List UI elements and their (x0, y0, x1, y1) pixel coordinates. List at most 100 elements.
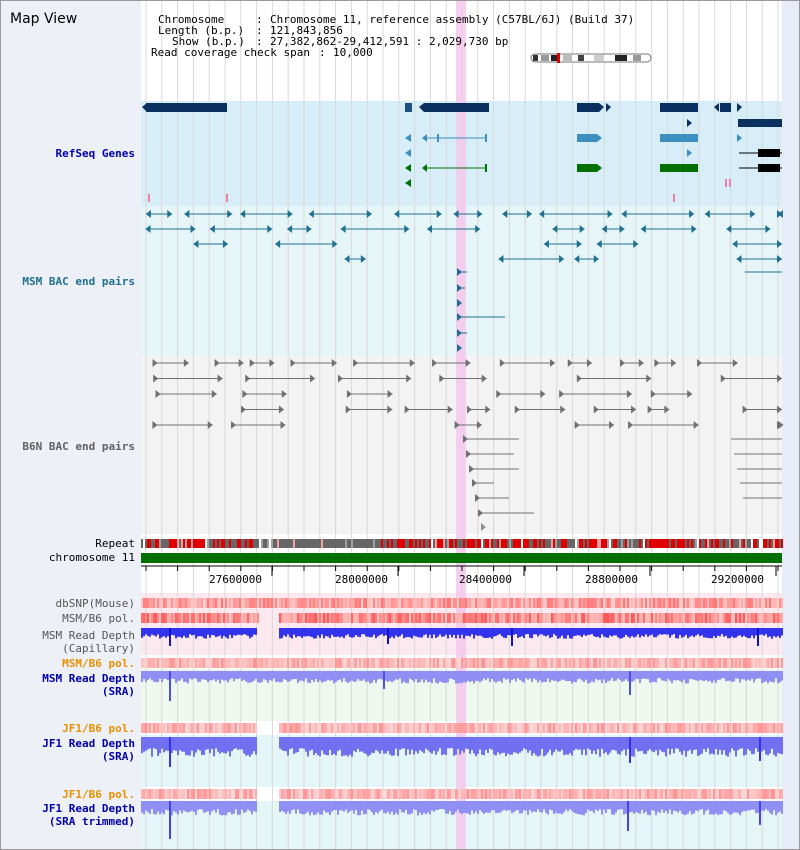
gene-feature[interactable] (660, 103, 698, 112)
bac-end-arrow[interactable] (249, 359, 255, 367)
bac-end-arrow[interactable] (404, 225, 410, 233)
bac-end-arrow[interactable] (331, 359, 337, 367)
track-label-msm-depth-sra[interactable]: MSM Read Depth (42, 672, 135, 685)
track-label-jf1-depth-trimmed[interactable]: JF1 Read Depth (42, 802, 135, 815)
bac-end-arrow[interactable] (586, 359, 592, 367)
bac-end-arrow[interactable] (152, 359, 158, 367)
bac-end-arrow[interactable] (481, 374, 487, 383)
bac-end-arrow[interactable] (466, 405, 472, 414)
refseq-genes[interactable] (142, 103, 782, 202)
bac-end-arrow[interactable] (539, 210, 545, 218)
bac-end-arrow[interactable] (620, 359, 626, 367)
bac-end-arrow[interactable] (593, 255, 599, 263)
bac-end-arrow[interactable] (242, 390, 248, 398)
bac-end-arrow[interactable] (720, 374, 726, 383)
bac-end-arrow[interactable] (472, 479, 477, 487)
bac-end-arrow[interactable] (732, 359, 738, 367)
bac-end-arrow[interactable] (439, 374, 445, 383)
b6n-bac-end-pairs[interactable] (152, 359, 784, 531)
bac-end-arrow[interactable] (245, 374, 251, 383)
bac-end-arrow[interactable] (540, 390, 546, 398)
bac-end-arrow[interactable] (222, 240, 228, 248)
track-label-refseq[interactable]: RefSeq Genes (55, 147, 135, 160)
bac-end-arrow[interactable] (475, 225, 481, 233)
bac-end-arrow[interactable] (750, 210, 756, 218)
bac-end-arrow[interactable] (190, 225, 196, 233)
bac-end-arrow[interactable] (454, 421, 460, 429)
bac-end-arrow[interactable] (499, 359, 505, 367)
gene-feature[interactable] (577, 164, 597, 172)
bac-end-arrow[interactable] (360, 255, 366, 263)
bac-end-arrow[interactable] (742, 405, 748, 414)
bac-end-arrow[interactable] (777, 405, 782, 414)
bac-end-arrow[interactable] (457, 284, 462, 292)
bac-end-arrow[interactable] (626, 390, 632, 398)
bac-end-arrow[interactable] (145, 210, 151, 218)
track-label-msm-b6-pol-sra[interactable]: MSM/B6 pol. (62, 657, 135, 670)
bac-end-arrow[interactable] (387, 405, 393, 414)
polymorphism-heat-tracks[interactable] (141, 598, 783, 799)
bac-end-arrow[interactable] (697, 359, 703, 367)
bac-end-arrow[interactable] (579, 225, 585, 233)
bac-end-arrow[interactable] (457, 299, 462, 307)
bac-end-arrow[interactable] (344, 255, 350, 263)
bac-end-arrow[interactable] (691, 225, 697, 233)
bac-end-arrow[interactable] (281, 390, 287, 398)
msm-bac-end-pairs[interactable] (145, 210, 783, 352)
bac-end-arrow[interactable] (209, 225, 215, 233)
bac-end-arrow[interactable] (184, 210, 190, 218)
bac-end-arrow[interactable] (621, 210, 627, 218)
bac-end-arrow[interactable] (366, 210, 372, 218)
bac-end-arrow[interactable] (574, 255, 580, 263)
bac-end-arrow[interactable] (306, 225, 312, 233)
bac-end-arrow[interactable] (404, 405, 410, 414)
gene-feature[interactable] (660, 134, 698, 142)
bac-end-arrow[interactable] (646, 374, 652, 383)
bac-end-arrow[interactable] (609, 421, 615, 429)
bac-end-arrow[interactable] (453, 210, 459, 218)
bac-end-arrow[interactable] (619, 225, 625, 233)
bac-end-arrow[interactable] (167, 210, 173, 218)
bac-end-arrow[interactable] (308, 210, 314, 218)
bac-end-arrow[interactable] (155, 390, 161, 398)
gene-feature[interactable] (405, 103, 412, 112)
bac-end-arrow[interactable] (576, 374, 582, 383)
bac-end-arrow[interactable] (732, 240, 738, 248)
bac-end-arrow[interactable] (217, 374, 223, 383)
bac-end-arrow[interactable] (671, 359, 677, 367)
bac-end-arrow[interactable] (231, 421, 237, 429)
bac-end-arrow[interactable] (338, 374, 344, 383)
bac-end-arrow[interactable] (478, 509, 483, 517)
bac-end-arrow[interactable] (193, 240, 199, 248)
bac-end-arrow[interactable] (481, 523, 486, 531)
bac-end-arrow[interactable] (406, 374, 412, 383)
bac-end-arrow[interactable] (477, 210, 483, 218)
bac-end-arrow[interactable] (567, 359, 573, 367)
bac-end-arrow[interactable] (560, 405, 566, 414)
bac-end-arrow[interactable] (211, 390, 217, 398)
track-label-chromosome[interactable]: chromosome 11 (48, 551, 135, 564)
bac-end-arrow[interactable] (427, 225, 433, 233)
bac-end-arrow[interactable] (496, 390, 502, 398)
bac-end-arrow[interactable] (476, 421, 482, 429)
track-label-msm-b6-pol[interactable]: MSM/B6 pol. (62, 612, 135, 625)
bac-end-arrow[interactable] (241, 405, 247, 414)
bac-end-arrow[interactable] (777, 374, 782, 383)
read-depth-tracks[interactable] (141, 628, 783, 839)
track-label-repeat[interactable]: Repeat (95, 537, 135, 550)
bac-end-arrow[interactable] (280, 421, 286, 429)
gene-feature[interactable] (577, 134, 597, 142)
bac-end-arrow[interactable] (552, 225, 558, 233)
track-label-b6n-bac[interactable]: B6N BAC end pairs (22, 440, 135, 453)
bac-end-arrow[interactable] (153, 374, 159, 383)
bac-end-arrow[interactable] (640, 225, 646, 233)
bac-end-arrow[interactable] (596, 240, 602, 248)
bac-end-arrow[interactable] (340, 225, 346, 233)
bac-end-arrow[interactable] (576, 240, 582, 248)
gene-feature[interactable] (660, 164, 698, 172)
bac-end-arrow[interactable] (269, 359, 275, 367)
gene-feature[interactable] (758, 149, 780, 157)
bac-end-arrow[interactable] (593, 405, 599, 414)
bac-end-arrow[interactable] (457, 268, 462, 276)
